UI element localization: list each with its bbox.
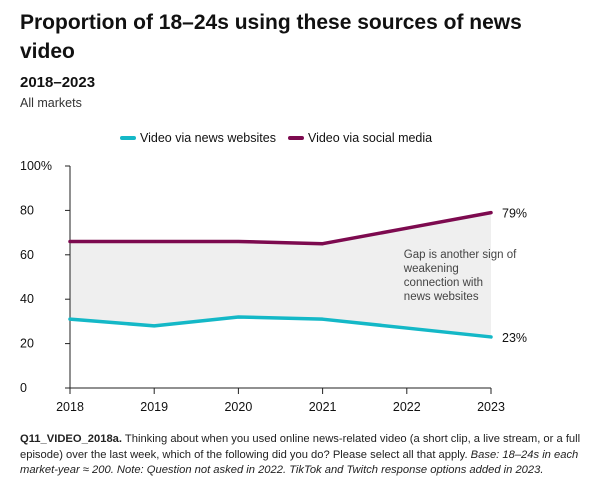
footnote-code: Q11_VIDEO_2018a. (20, 433, 123, 445)
data-point-news-websites (236, 315, 240, 319)
legend-item-news-websites: Video via news websites (120, 131, 276, 145)
gap-area (70, 212, 491, 337)
footnote: Q11_VIDEO_2018a. Thinking about when you… (20, 432, 588, 479)
data-point-social-media (152, 239, 156, 243)
x-tick-label: 2019 (140, 400, 168, 414)
legend-item-social-media: Video via social media (287, 131, 433, 145)
data-point-social-media (489, 211, 493, 215)
y-tick-label: 100% (20, 159, 52, 173)
y-tick-label: 80 (20, 203, 34, 217)
end-label-news-websites: 23% (502, 331, 527, 345)
chart-title: Proportion of 18–24s using these sources… (20, 11, 522, 63)
chart-subtitle: 2018–2023 (20, 74, 96, 91)
data-point-news-websites (489, 335, 493, 339)
data-point-social-media (68, 239, 72, 243)
line-chart: 0 20 40 60 80 100% 2018 2019 2020 2021 2022 2023 23%… (20, 159, 527, 414)
data-point-social-media (405, 226, 409, 230)
chart-legend: Video via news websites Video via social… (120, 131, 444, 145)
y-tick-label: 60 (20, 248, 34, 262)
gap-annotation: news websites (404, 291, 479, 303)
y-tick-label: 40 (20, 292, 34, 306)
data-point-news-websites (405, 326, 409, 330)
data-point-social-media (236, 239, 240, 243)
end-label-social-media: 79% (502, 207, 527, 221)
legend-swatch-social-media (287, 136, 304, 140)
data-point-news-websites (68, 317, 72, 321)
legend-label-news-websites: Video via news websites (140, 131, 276, 145)
legend-label-social-media: Video via social media (307, 131, 433, 145)
footnote-base: Base: 18–24s in each market-year ≈ 200. … (20, 448, 579, 477)
gap-annotation: Gap is another sign of (404, 249, 517, 261)
gap-annotation: weakening (403, 263, 459, 275)
data-point-social-media (321, 242, 325, 246)
series-line-social-media (68, 210, 493, 246)
x-tick-label: 2023 (477, 400, 505, 414)
data-point-news-websites (152, 324, 156, 328)
y-tick-label: 20 (20, 337, 34, 351)
data-point-news-websites (321, 317, 325, 321)
markets-label: All markets (20, 96, 82, 110)
x-tick-label: 2021 (309, 400, 337, 414)
x-tick-label: 2020 (224, 400, 252, 414)
series-line-news-websites (68, 315, 493, 339)
x-tick-label: 2022 (393, 400, 421, 414)
footnote-text: Thinking about when you used online news… (20, 433, 581, 461)
gap-annotation: connection with (404, 277, 483, 289)
legend-swatch-news-websites (120, 136, 136, 140)
y-tick-label: 0 (20, 381, 27, 395)
x-tick-label: 2018 (56, 400, 84, 414)
